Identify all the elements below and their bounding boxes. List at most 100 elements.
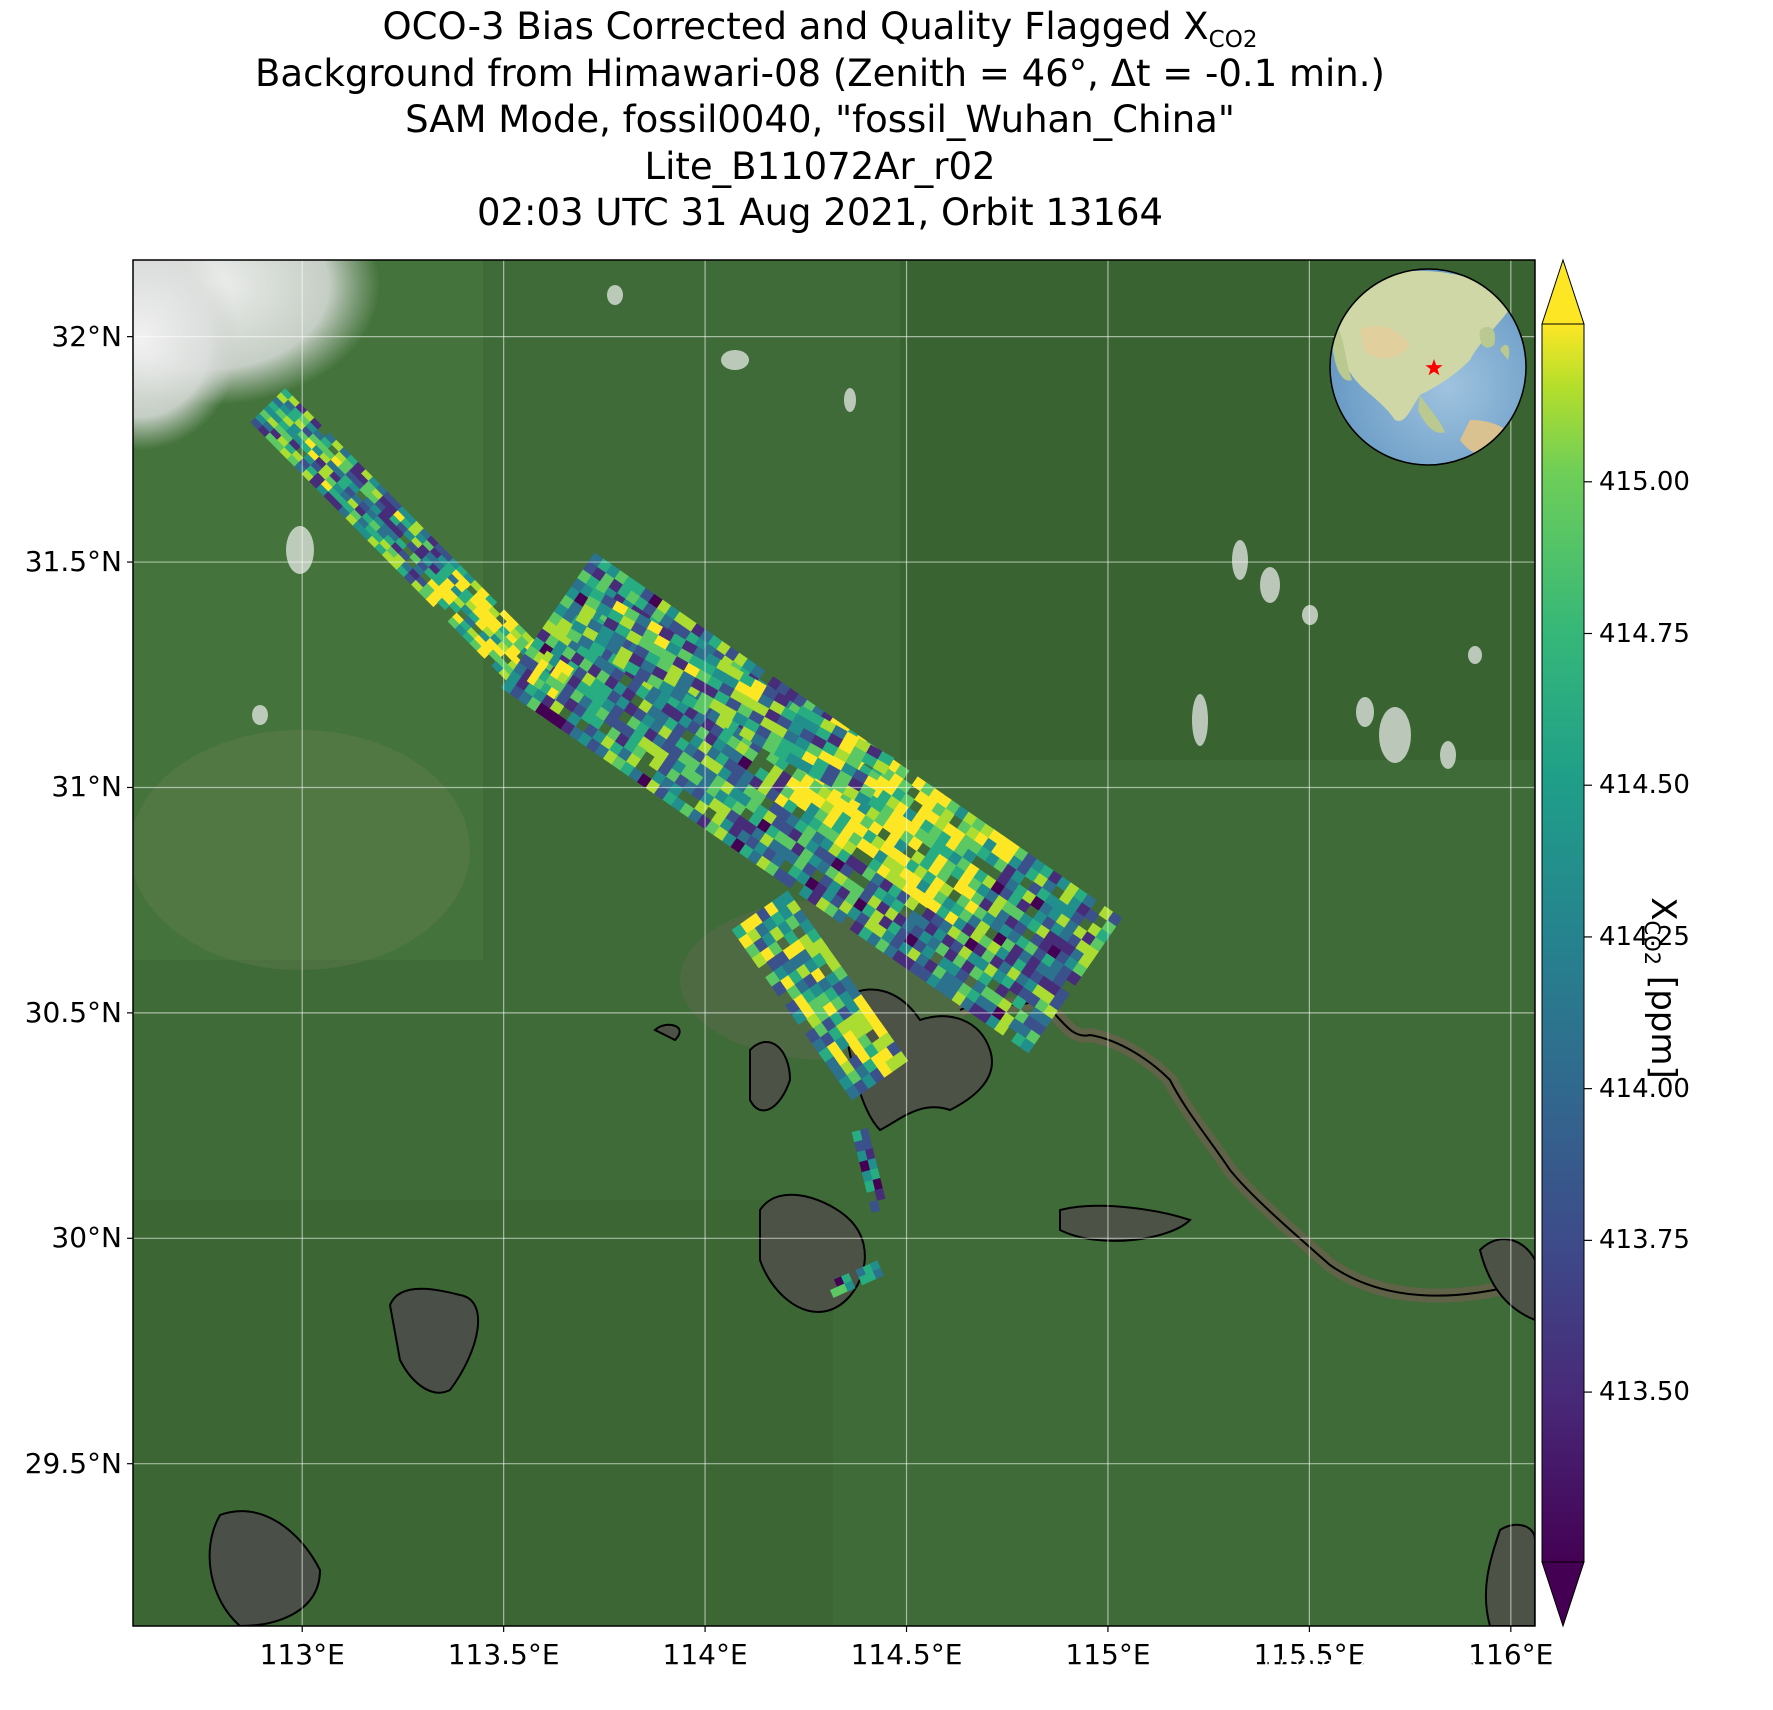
- sounding-pixel: [433, 543, 447, 556]
- sounding-pixel: [317, 468, 330, 481]
- sounding-pixel: [296, 430, 310, 443]
- sounding-pixel: [731, 923, 748, 940]
- sounding-pixel: [804, 943, 821, 960]
- sounding-pixel: [273, 424, 287, 437]
- sounding-pixel: [459, 619, 472, 633]
- sounding-pixel: [442, 577, 456, 591]
- sounding-pixel: [488, 649, 501, 662]
- sounding-pixel: [279, 403, 292, 417]
- sounding-pixel: [623, 607, 641, 623]
- sounding-pixel: [473, 591, 486, 604]
- sounding-pixel: [831, 724, 849, 741]
- sounding-pixel: [282, 415, 295, 428]
- sounding-pixel: [584, 595, 602, 612]
- sounding-pixel: [739, 918, 756, 935]
- sounding-pixel: [386, 546, 399, 559]
- sounding-pixel: [276, 435, 290, 449]
- sounding-pixel: [713, 690, 731, 706]
- sounding-pixel: [308, 433, 321, 446]
- sounding-pixel: [422, 583, 436, 596]
- sounding-pixel: [485, 637, 498, 651]
- sounding-pixel: [387, 530, 400, 543]
- sounding-pixel: [741, 695, 759, 711]
- sounding-pixel: [854, 1140, 866, 1153]
- sounding-pixel: [565, 628, 583, 644]
- lat-tick-label: 30°N: [51, 1221, 122, 1255]
- sounding-pixel: [877, 751, 895, 767]
- sounding-pixel: [808, 711, 826, 728]
- sounding-pixel: [860, 1073, 877, 1090]
- sounding-pixel: [871, 1178, 883, 1191]
- colorbar-tick-label: 413.50: [1599, 1377, 1690, 1408]
- sounding-pixel: [286, 454, 300, 467]
- sounding-pixel: [339, 490, 352, 503]
- sounding-pixel: [501, 636, 514, 650]
- lat-tick-label: 31.5°N: [24, 545, 122, 579]
- sounding-pixel: [367, 476, 381, 490]
- sounding-pixel: [892, 1050, 909, 1067]
- sounding-pixel: [796, 758, 814, 775]
- sounding-pixel: [340, 474, 354, 487]
- sounding-pixel: [375, 484, 388, 497]
- sounding-pixel: [297, 414, 311, 427]
- sounding-pixel: [290, 407, 304, 420]
- sounding-pixel: [382, 491, 396, 504]
- sounding-pixel: [294, 461, 307, 475]
- sounding-pixel: [330, 498, 344, 512]
- sounding-pixel: [658, 626, 676, 643]
- sounding-pixel: [347, 481, 361, 495]
- sounding-pixel: [360, 469, 374, 482]
- sounding-pixel: [302, 453, 316, 466]
- colorbar-tick-label: 415.00: [1599, 466, 1690, 497]
- sounding-pixel: [331, 439, 344, 453]
- sounding-pixel: [851, 1130, 863, 1143]
- sounding-pixel: [865, 744, 883, 761]
- sounding-pixel: [344, 470, 358, 483]
- sounding-pixel: [438, 582, 451, 595]
- lon-tick-label: 113°E: [259, 1638, 345, 1671]
- sounding-pixel: [854, 1063, 870, 1080]
- sounding-pixel: [662, 672, 680, 688]
- sounding-pixel: [338, 447, 352, 460]
- sounding-pixel: [516, 635, 530, 649]
- sounding-pixel: [388, 514, 402, 528]
- sounding-pixel: [400, 517, 413, 531]
- colorbar: [1541, 258, 1592, 1628]
- sounding-pixel: [711, 667, 729, 684]
- sounding-pixel: [747, 912, 764, 929]
- sounding-pixel: [455, 565, 469, 578]
- sounding-pixel: [588, 587, 606, 604]
- sounding-pixel: [381, 507, 394, 520]
- sounding-pixel: [385, 503, 399, 516]
- title-line-1: OCO-3 Bias Corrected and Quality Flagged…: [382, 5, 1258, 53]
- sounding-pixel: [844, 1280, 856, 1292]
- sounding-pixel: [509, 628, 523, 641]
- sounding-pixel: [289, 422, 302, 436]
- sounding-pixel: [810, 967, 826, 984]
- sounding-pixel: [846, 1069, 862, 1086]
- sounding-pixel: [313, 472, 326, 485]
- sounding-pixel: [786, 984, 802, 1001]
- sounding-pixel: [403, 572, 417, 585]
- sounding-pixel: [506, 616, 520, 630]
- map-background: [133, 260, 1535, 1626]
- sounding-pixel: [437, 597, 450, 611]
- sounding-pixel: [512, 639, 526, 653]
- sounding-pixel: [400, 560, 414, 574]
- sounding-pixel: [750, 679, 768, 695]
- sounding-pixel: [872, 759, 890, 775]
- created-date-note: Created 2 May 2025: [1264, 1652, 1478, 1676]
- sounding-pixel: [367, 535, 380, 549]
- sounding-pixel: [725, 696, 743, 713]
- sounding-pixel: [462, 631, 475, 644]
- sounding-pixel: [819, 718, 837, 734]
- sounding-pixel: [415, 575, 428, 589]
- sounding-pixel: [762, 739, 779, 755]
- sounding-pixel: [336, 478, 349, 492]
- sounding-pixel: [426, 535, 439, 549]
- sounding-pixel: [311, 445, 324, 458]
- sounding-pixel: [425, 594, 439, 608]
- sounding-pixel: [466, 627, 479, 640]
- sounding-pixel: [291, 450, 304, 463]
- sounding-pixel: [412, 564, 425, 577]
